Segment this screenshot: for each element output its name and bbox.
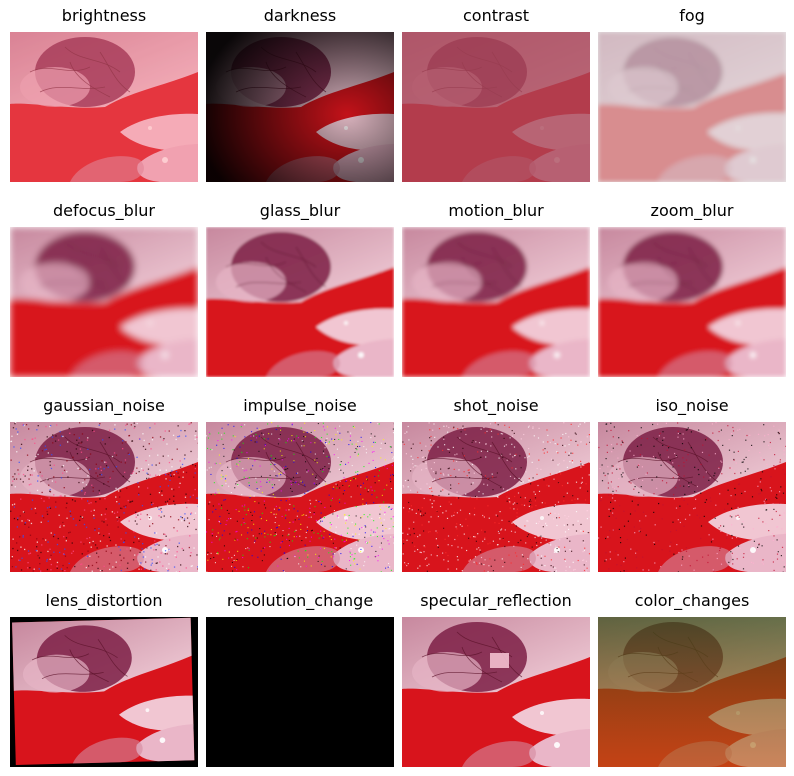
panel-image	[402, 422, 590, 572]
panel-photo	[402, 617, 590, 767]
panel-title: iso_noise	[655, 396, 729, 415]
panel-title: specular_reflection	[420, 591, 572, 610]
panel-image	[10, 32, 198, 182]
panel-image	[598, 227, 786, 377]
panel-title: color_changes	[634, 591, 750, 610]
panel-photo	[206, 32, 394, 182]
panel-photo	[10, 227, 198, 377]
panel-photo	[402, 422, 590, 572]
panel-image	[402, 32, 590, 182]
panel-image	[206, 227, 394, 377]
panel-photo	[206, 422, 394, 572]
panel-title: motion_blur	[448, 201, 544, 220]
panel-image	[598, 617, 786, 767]
panel-image	[598, 32, 786, 182]
panel-title: glass_blur	[259, 201, 341, 220]
panel-title: gaussian_noise	[43, 396, 165, 415]
panel-photo	[206, 617, 394, 767]
panel-title: impulse_noise	[243, 396, 357, 415]
panel-image	[206, 32, 394, 182]
panel-photo	[10, 32, 198, 182]
panel-image	[206, 617, 394, 767]
panel-title: resolution_change	[226, 591, 374, 610]
panel-photo	[10, 617, 198, 767]
panel-image	[402, 617, 590, 767]
panel-photo	[598, 32, 786, 182]
panel-photo	[206, 227, 394, 377]
panel-title: defocus_blur	[52, 201, 155, 220]
panel-photo	[402, 32, 590, 182]
panel-image	[10, 227, 198, 377]
panel-title: lens_distortion	[45, 591, 163, 610]
panel-title: darkness	[263, 6, 337, 25]
panel-title: shot_noise	[453, 396, 539, 415]
panel-image	[598, 422, 786, 572]
panel-title: fog	[679, 6, 705, 25]
panel-photo	[598, 422, 786, 572]
panel-photo	[10, 422, 198, 572]
panel-image	[10, 617, 198, 767]
panel-title: contrast	[463, 6, 529, 25]
panel-title: brightness	[61, 6, 147, 25]
panel-image	[402, 227, 590, 377]
panel-image	[10, 422, 198, 572]
panel-image	[206, 422, 394, 572]
panel-title: zoom_blur	[650, 201, 734, 220]
panel-photo	[598, 227, 786, 377]
panel-photo	[598, 617, 786, 767]
panel-photo	[402, 227, 590, 377]
